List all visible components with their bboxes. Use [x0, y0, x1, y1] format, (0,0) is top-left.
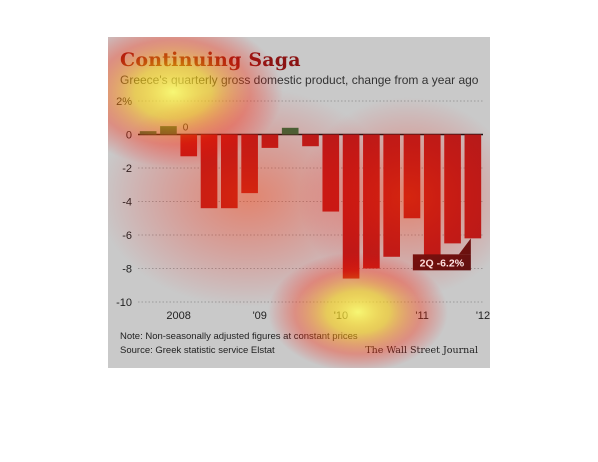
bar — [180, 134, 198, 157]
zero-value-label: 0 — [183, 123, 189, 134]
y-tick-label: 2% — [116, 96, 132, 108]
bar — [383, 134, 400, 257]
bar — [261, 134, 279, 148]
bar — [281, 127, 299, 135]
chart-source: Source: Greek statistic service Elstat — [120, 345, 275, 356]
chart-credit: The Wall Street Journal — [365, 345, 478, 356]
bar — [160, 126, 177, 135]
chart-note: Note: Non-seasonally adjusted figures at… — [120, 331, 358, 342]
bar — [221, 134, 238, 209]
x-tick-label: 2008 — [166, 310, 190, 322]
bar — [363, 134, 380, 269]
callout-label: 2Q -6.2% — [420, 257, 465, 269]
bar — [200, 134, 218, 209]
y-tick-label: -2 — [122, 163, 132, 175]
chart-subtitle: Greece's quarterly gross domestic produc… — [120, 73, 479, 87]
y-tick-label: 0 — [126, 130, 132, 142]
x-tick-label: '11 — [415, 310, 429, 322]
y-tick-label: -6 — [122, 230, 132, 242]
y-tick-label: -4 — [122, 197, 132, 209]
bar — [444, 134, 461, 244]
y-tick-label: -10 — [116, 297, 132, 309]
bar — [302, 134, 319, 147]
bar — [322, 134, 340, 212]
x-tick-label: '10 — [334, 310, 348, 322]
chart-title: Continuing Saga — [120, 49, 301, 71]
chart-panel: 2% 0 -2 -4 -6 -8 -10 2008'09'10'11'12 0 2Q -6.2% … — [108, 37, 490, 368]
y-tick-label: -8 — [122, 264, 132, 276]
bar — [403, 134, 421, 219]
bar — [342, 134, 360, 279]
bar — [423, 134, 441, 261]
bar — [241, 134, 258, 194]
x-tick-label: '12 — [476, 310, 490, 322]
bar — [464, 134, 482, 239]
bar — [139, 131, 157, 135]
x-tick-label: '09 — [253, 310, 267, 322]
